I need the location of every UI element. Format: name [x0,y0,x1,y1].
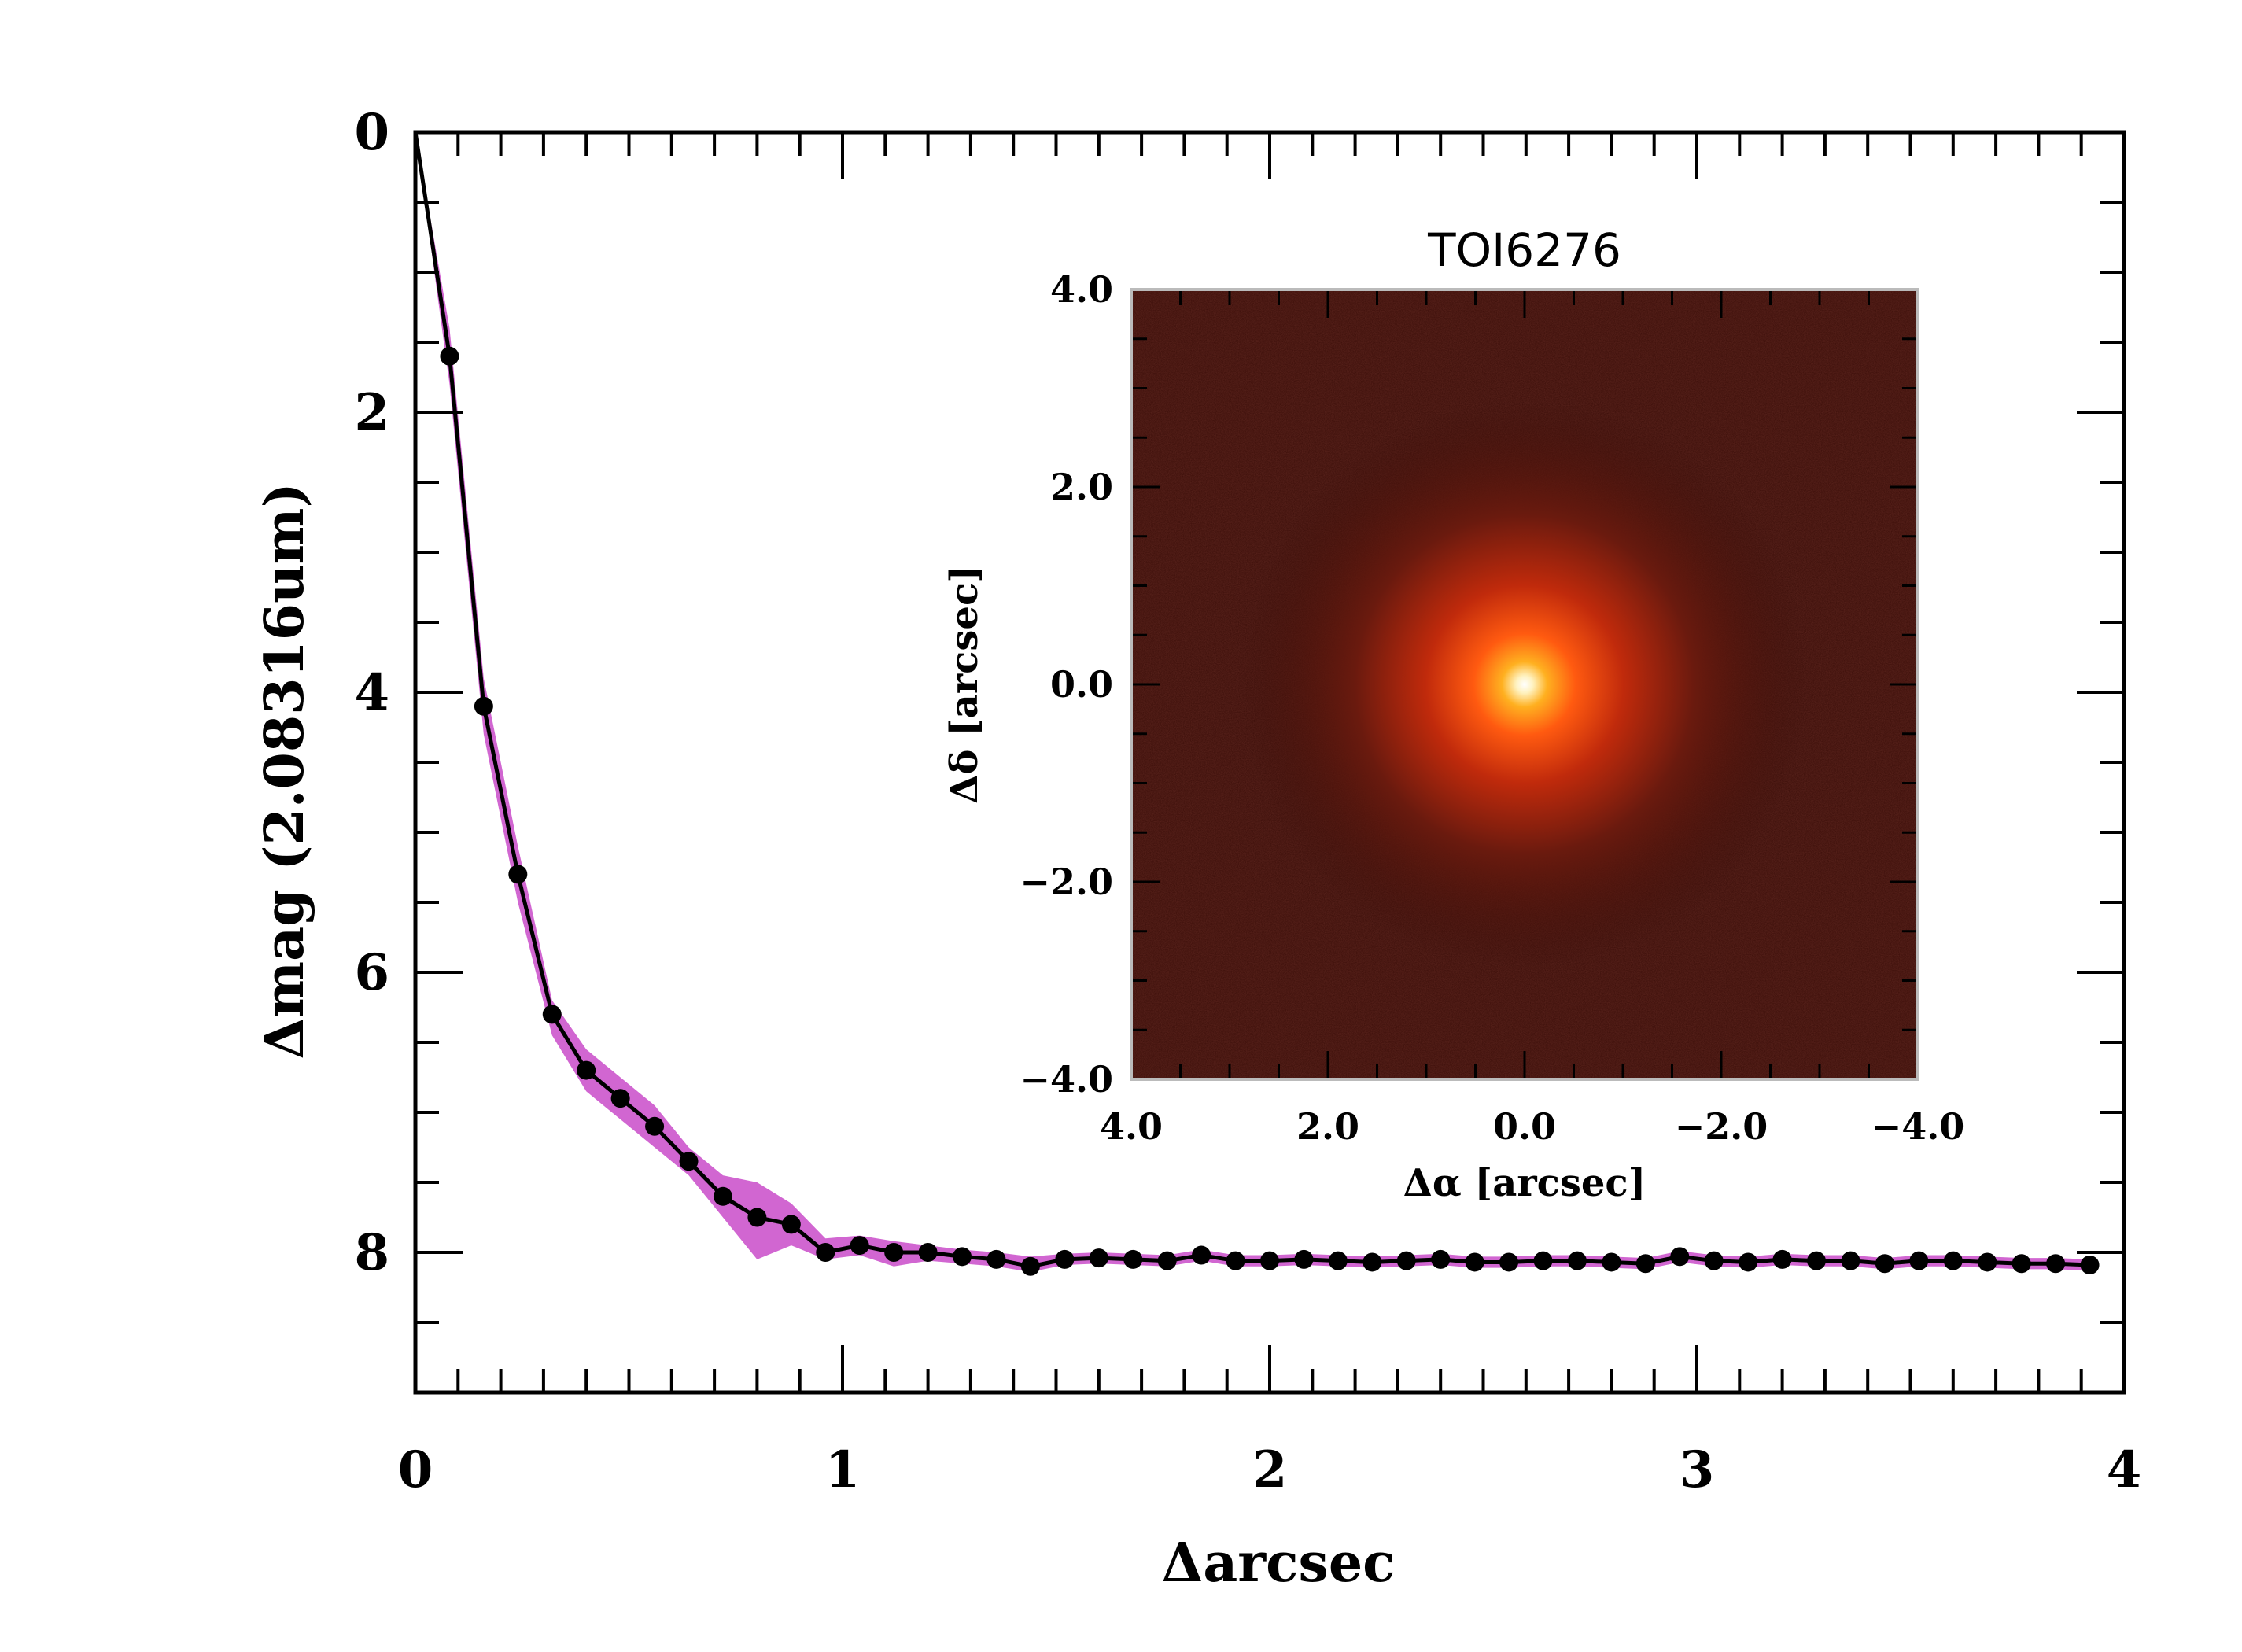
data-point [1328,1251,1348,1270]
star-psf [1241,401,1808,968]
data-point [1055,1249,1075,1269]
inset-x-tick-labels: 4.0 2.0 0.0 −2.0 −4.0 [1100,1105,1964,1148]
data-point [1499,1252,1519,1272]
data-point [2012,1254,2031,1274]
data-point [884,1243,904,1262]
data-point [1465,1252,1484,1272]
data-point [1192,1245,1211,1265]
plot-frame [413,130,2126,1395]
data-point [1909,1251,1929,1270]
data-point [679,1152,699,1171]
data-point [747,1208,767,1227]
data-point [2046,1254,2066,1274]
data-point [1739,1252,1758,1272]
data-point [508,865,528,884]
data-point [577,1060,596,1080]
inset-x-axis-title: Δα [arcsec] [1403,1161,1646,1205]
data-point [1157,1251,1177,1270]
data-point [953,1247,972,1267]
data-point [474,696,493,716]
inset-axis-ticks [1131,289,1918,1079]
x-tick-label: 0 [398,1440,433,1499]
data-point [610,1089,630,1108]
data-point [542,1005,562,1024]
data-point [1226,1251,1245,1270]
data-point [816,1243,835,1262]
y-axis-title: Δmag (2.08316um) [253,482,316,1059]
data-point [1602,1252,1621,1272]
data-point [1020,1256,1040,1276]
data-point [986,1249,1006,1269]
data-point [1670,1247,1690,1267]
inset-y-tick-label: −4.0 [1020,1058,1113,1101]
inset-y-tick-label: −2.0 [1020,861,1113,903]
data-point [1089,1248,1108,1268]
y-tick-label: 4 [354,663,389,722]
data-point [1396,1251,1416,1270]
inset-x-tick-label: −4.0 [1871,1105,1965,1148]
inset-x-tick-label: −2.0 [1675,1105,1768,1148]
data-point [713,1186,732,1206]
data-point [1260,1251,1279,1270]
data-point [1875,1254,1894,1274]
inset-y-tick-label: 0.0 [1050,663,1113,706]
inset-y-tick-label: 4.0 [1050,268,1113,311]
inset-x-tick-label: 2.0 [1296,1105,1359,1148]
x-tick-label: 1 [825,1440,861,1499]
inset-y-tick-labels: 4.0 2.0 0.0 −2.0 −4.0 [1020,268,1113,1101]
inset-x-tick-label: 0.0 [1493,1105,1556,1148]
contrast-curve-plot: 0 1 2 3 4 0 2 4 6 8 Δarcsec Δmag (2.08316um) [253,103,2141,1595]
x-axis-title: Δarcsec [1161,1532,1395,1595]
data-point [781,1215,801,1234]
axis-ticks [415,132,2124,1392]
inset-x-tick-label: 4.0 [1100,1105,1163,1148]
data-point [918,1243,938,1262]
y-tick-label: 8 [354,1223,389,1282]
data-points [440,346,2100,1276]
data-point [2080,1256,2100,1275]
data-point [1704,1251,1724,1270]
data-point [1943,1251,1963,1270]
data-point [1363,1252,1382,1272]
data-point [1567,1251,1587,1270]
data-point [850,1236,869,1256]
data-point [1841,1251,1860,1270]
inset-image-panel: 4.0 2.0 0.0 −2.0 −4.0 4.0 2.0 0.0 −2.0 −4.0 TOI6… [942,223,1964,1205]
x-tick-label: 4 [2107,1440,2142,1499]
y-tick-label: 6 [354,943,389,1002]
inset-y-tick-label: 2.0 [1050,466,1113,508]
data-point [1123,1249,1143,1269]
y-tick-labels: 0 2 4 6 8 [354,103,389,1282]
data-point [440,346,459,366]
inset-frame [1130,288,1919,1081]
data-point [1533,1251,1553,1270]
x-tick-label: 3 [1680,1440,1715,1499]
inset-title: TOI6276 [1427,223,1621,277]
y-tick-label: 2 [354,383,389,442]
y-tick-label: 0 [354,103,389,162]
data-point [1978,1252,1997,1272]
x-tick-labels: 0 1 2 3 4 [398,1440,2142,1499]
data-point [1635,1254,1655,1274]
data-point [1772,1249,1792,1269]
data-point [1807,1251,1827,1270]
inset-y-axis-title: Δδ [arcsec] [942,565,986,804]
data-point [1431,1249,1451,1269]
data-point [1294,1249,1314,1269]
x-tick-label: 2 [1252,1440,1288,1499]
data-point [645,1116,665,1136]
